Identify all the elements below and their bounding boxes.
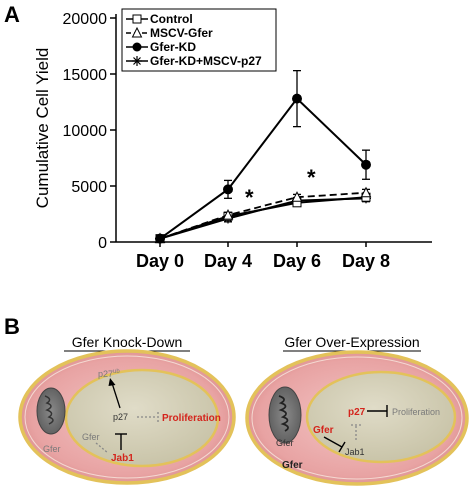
legend-item-gfer-kd: Gfer-KD	[126, 40, 196, 54]
arrow-p27-to-p27ub	[111, 382, 121, 409]
panel-b-letter: B	[4, 314, 20, 339]
series-gfer-kd	[155, 69, 371, 244]
significance-star-day6: *	[307, 165, 316, 190]
label-proliferation-left: Proliferation	[162, 413, 221, 424]
mitochondrion-icon	[268, 386, 302, 444]
series-layer	[154, 69, 372, 244]
inhibition-gfer-jab1	[323, 436, 343, 448]
label-p27ub: p27ub	[98, 369, 120, 379]
legend-label-mscv-gfer: MSCV-Gfer	[150, 26, 213, 40]
nucleus	[305, 370, 457, 464]
star-marker-icon	[132, 56, 142, 66]
nucleus	[64, 368, 220, 468]
arrow-head-icon	[108, 378, 116, 386]
cell-cytoplasm-edge	[251, 356, 463, 480]
label-gfer-nucleus-right: Gfer	[313, 425, 334, 436]
filled-circle-icon	[132, 42, 142, 52]
panel-a-letter: A	[4, 2, 20, 27]
legend-label-control: Control	[150, 12, 193, 26]
label-gfer-nucleus-left: Gfer	[82, 432, 100, 442]
data-point	[291, 191, 303, 202]
label-jab1-right: Jab1	[345, 447, 365, 457]
y-tick-label: 15000	[63, 67, 108, 84]
cell-cytoplasm-edge	[24, 355, 230, 479]
series-line-gfer-kd	[159, 97, 367, 240]
data-point	[155, 233, 165, 244]
data-point	[292, 93, 302, 104]
legend-item-control: Control	[126, 12, 193, 26]
x-tick-label: Day 0	[136, 251, 184, 271]
series-line-control	[159, 196, 367, 240]
cell-yield-chart: Cumulative Cell Yield 0 5000 10000 15000 200…	[33, 8, 432, 271]
series-line-gfer-kd-mscv-p27	[159, 197, 367, 240]
x-tick-label: Day 8	[342, 251, 390, 271]
label-jab1-left: Jab1	[111, 453, 134, 464]
mitochondrion-icon	[36, 387, 66, 435]
label-gfer-cytoplasm-left: Gfer	[43, 444, 61, 454]
legend-item-gfer-kd-p27: Gfer-KD+MSCV-p27	[126, 54, 262, 68]
data-point	[360, 186, 372, 198]
open-triangle-icon	[131, 26, 143, 38]
cell-over-expression: Gfer Over-Expression Gfer Gfer p27 Proli…	[245, 334, 469, 486]
data-point	[361, 159, 371, 170]
data-point	[222, 209, 234, 220]
cell-knock-down: Gfer Knock-Down p27ub p27 Proliferation …	[18, 334, 236, 485]
y-tick-label: 0	[98, 235, 107, 252]
cell-title-knock-down: Gfer Knock-Down	[72, 334, 182, 350]
label-gfer-cytoplasm-right: Gfer	[282, 460, 303, 471]
inhibition-bar	[338, 441, 346, 453]
label-p27-left: p27	[113, 412, 128, 422]
label-proliferation-right: Proliferation	[392, 407, 440, 417]
cell-title-over-expression: Gfer Over-Expression	[284, 334, 419, 350]
label-p27-right: p27	[348, 407, 366, 418]
y-tick-label: 5000	[71, 179, 107, 196]
data-point	[223, 184, 233, 195]
significance-star-day4: *	[245, 185, 254, 210]
legend-label-gfer-kd-p27: Gfer-KD+MSCV-p27	[150, 54, 262, 68]
legend-item-mscv-gfer: MSCV-Gfer	[126, 26, 213, 40]
label-gfer-mitochondrion: Gfer	[276, 438, 294, 448]
x-ticks: Day 0 Day 4 Day 6 Day 8	[136, 242, 390, 271]
x-tick-label: Day 6	[273, 251, 321, 271]
y-tick-label: 20000	[63, 11, 108, 28]
legend-label-gfer-kd: Gfer-KD	[150, 40, 196, 54]
open-square-icon	[132, 14, 142, 24]
y-ticks: 0 5000 10000 15000 20000	[63, 11, 116, 252]
y-axis-title: Cumulative Cell Yield	[33, 48, 52, 209]
series-line-mscv-gfer	[159, 191, 367, 240]
dotted-inhibition-gfer-jab1	[95, 442, 109, 454]
legend: Control MSCV-Gfer Gfer-KD Gfer-KD+MSCV-p…	[121, 8, 277, 72]
y-tick-label: 10000	[63, 123, 108, 140]
x-tick-label: Day 4	[204, 251, 252, 271]
series-mscv-gfer	[154, 186, 372, 244]
